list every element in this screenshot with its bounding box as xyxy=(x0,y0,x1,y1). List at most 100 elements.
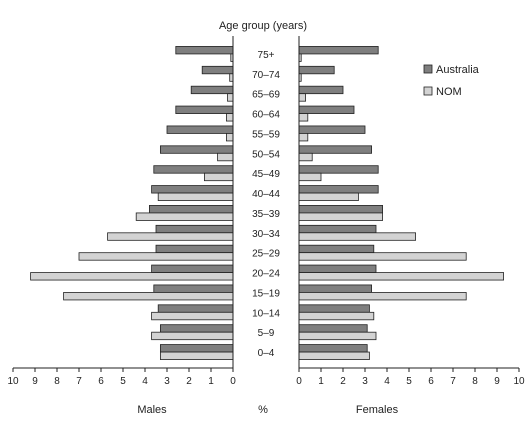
bar-australia-females-35-39 xyxy=(298,205,383,214)
bar-nom-males-30-34 xyxy=(107,232,234,241)
bar-nom-females-55-59 xyxy=(298,133,309,142)
bar-nom-males-65-69 xyxy=(227,93,234,102)
bar-australia-females-10-14 xyxy=(298,304,370,313)
bar-nom-males-10-14 xyxy=(151,311,234,321)
chart-title: Age group (years) xyxy=(219,20,307,32)
legend-swatch-nom xyxy=(423,86,433,96)
bar-australia-females-40-44 xyxy=(298,185,379,194)
bar-australia-males-20-24 xyxy=(151,264,234,273)
females-tick-label-7: 7 xyxy=(450,376,456,387)
bar-nom-females-25-29 xyxy=(298,252,467,261)
bar-nom-females-15-19 xyxy=(298,292,467,301)
age-group-label-0-4: 0–4 xyxy=(258,348,275,359)
age-group-label-50-54: 50–54 xyxy=(252,149,280,160)
females-tick-label-4: 4 xyxy=(384,376,390,387)
males-tick-label-3: 3 xyxy=(164,376,170,387)
bar-nom-males-45-49 xyxy=(203,172,234,182)
males-tick-label-5: 5 xyxy=(120,376,126,387)
bar-australia-females-15-19 xyxy=(298,284,372,293)
males-tick-label-10: 10 xyxy=(7,376,19,387)
bar-australia-females-50-54 xyxy=(298,145,372,154)
bar-nom-males-15-19 xyxy=(63,292,234,301)
bar-nom-females-45-49 xyxy=(298,172,322,182)
bar-australia-males-70-74 xyxy=(201,65,234,75)
age-group-label-25-29: 25–29 xyxy=(252,249,280,260)
females-tick-label-5: 5 xyxy=(406,376,412,387)
bar-australia-females-5-9 xyxy=(298,324,368,333)
bar-nom-females-65-69 xyxy=(298,93,306,102)
bar-nom-females-20-24 xyxy=(298,272,505,281)
bar-australia-females-65-69 xyxy=(298,85,344,95)
bar-australia-males-75 xyxy=(175,46,234,55)
bar-nom-females-50-54 xyxy=(298,152,313,162)
bar-nom-males-55-59 xyxy=(225,133,234,142)
bar-australia-females-25-29 xyxy=(298,244,375,254)
bar-australia-females-60-64 xyxy=(298,105,355,114)
bar-nom-males-20-24 xyxy=(30,272,234,281)
males-tick-label-6: 6 xyxy=(98,376,104,387)
females-label: Females xyxy=(356,404,399,416)
age-group-label-65-69: 65–69 xyxy=(252,90,280,101)
unit-label: % xyxy=(258,404,268,416)
age-group-label-45-49: 45–49 xyxy=(252,169,280,180)
bar-nom-females-40-44 xyxy=(298,192,359,201)
age-group-label-20-24: 20–24 xyxy=(252,269,280,280)
bar-australia-males-5-9 xyxy=(159,324,234,333)
bar-australia-females-55-59 xyxy=(298,125,366,134)
bar-australia-males-35-39 xyxy=(148,205,234,214)
age-group-labels: 75+ 70–74 65–69 60–64 55–59 50–54 45–49 40–44 35… xyxy=(252,50,280,359)
bar-australia-females-0-4 xyxy=(298,344,368,353)
bar-nom-males-40-44 xyxy=(157,192,234,201)
bar-australia-females-20-24 xyxy=(298,264,377,273)
bar-nom-males-35-39 xyxy=(135,212,234,221)
age-group-label-40-44: 40–44 xyxy=(252,189,280,200)
females-tick-label-10: 10 xyxy=(513,376,525,387)
males-tick-label-1: 1 xyxy=(208,376,214,387)
age-group-label-5-9: 5–9 xyxy=(258,328,275,339)
bar-australia-males-0-4 xyxy=(159,344,234,353)
bar-australia-males-65-69 xyxy=(190,85,234,95)
bar-australia-males-60-64 xyxy=(175,105,234,114)
males-tick-label-9: 9 xyxy=(32,376,38,387)
males-tick-label-0: 0 xyxy=(230,376,236,387)
bar-australia-males-40-44 xyxy=(151,185,234,194)
bar-australia-males-25-29 xyxy=(155,244,234,254)
males-label: Males xyxy=(137,404,167,416)
males-tick-label-2: 2 xyxy=(186,376,192,387)
bar-australia-males-45-49 xyxy=(153,165,234,174)
axes: 10 9 8 7 6 5 4 3 2 1 0 0 1 2 3 4 5 6 7 8 9 10 xyxy=(7,36,525,387)
bar-nom-females-35-39 xyxy=(298,212,383,221)
males-tick-label-8: 8 xyxy=(54,376,60,387)
bar-nom-females-10-14 xyxy=(298,311,375,321)
males-panel xyxy=(30,46,234,360)
females-panel xyxy=(298,46,505,360)
age-group-label-75: 75+ xyxy=(258,50,275,61)
age-group-label-15-19: 15–19 xyxy=(252,288,280,299)
bar-nom-females-30-34 xyxy=(298,232,416,241)
bar-nom-males-60-64 xyxy=(225,113,234,122)
females-tick-label-1: 1 xyxy=(318,376,324,387)
bar-australia-females-70-74 xyxy=(298,65,335,75)
bar-australia-males-50-54 xyxy=(159,145,234,154)
bar-australia-males-10-14 xyxy=(157,304,234,313)
bar-nom-males-25-29 xyxy=(78,252,234,261)
bar-nom-males-0-4 xyxy=(159,351,234,360)
legend-label-australia: Australia xyxy=(436,64,480,76)
age-group-label-60-64: 60–64 xyxy=(252,110,280,121)
legend: Australia NOM xyxy=(423,64,480,98)
bar-australia-females-30-34 xyxy=(298,224,377,234)
bar-nom-females-60-64 xyxy=(298,113,309,122)
age-group-label-35-39: 35–39 xyxy=(252,209,280,220)
age-group-label-70-74: 70–74 xyxy=(252,70,280,81)
females-tick-label-9: 9 xyxy=(494,376,500,387)
bar-nom-females-0-4 xyxy=(298,351,370,360)
bar-nom-females-5-9 xyxy=(298,331,377,341)
females-tick-label-2: 2 xyxy=(340,376,346,387)
females-tick-label-3: 3 xyxy=(362,376,368,387)
females-tick-label-6: 6 xyxy=(428,376,434,387)
females-tick-label-0: 0 xyxy=(296,376,302,387)
legend-swatch-australia xyxy=(423,64,433,74)
bar-australia-males-15-19 xyxy=(153,284,234,293)
females-tick-label-8: 8 xyxy=(472,376,478,387)
